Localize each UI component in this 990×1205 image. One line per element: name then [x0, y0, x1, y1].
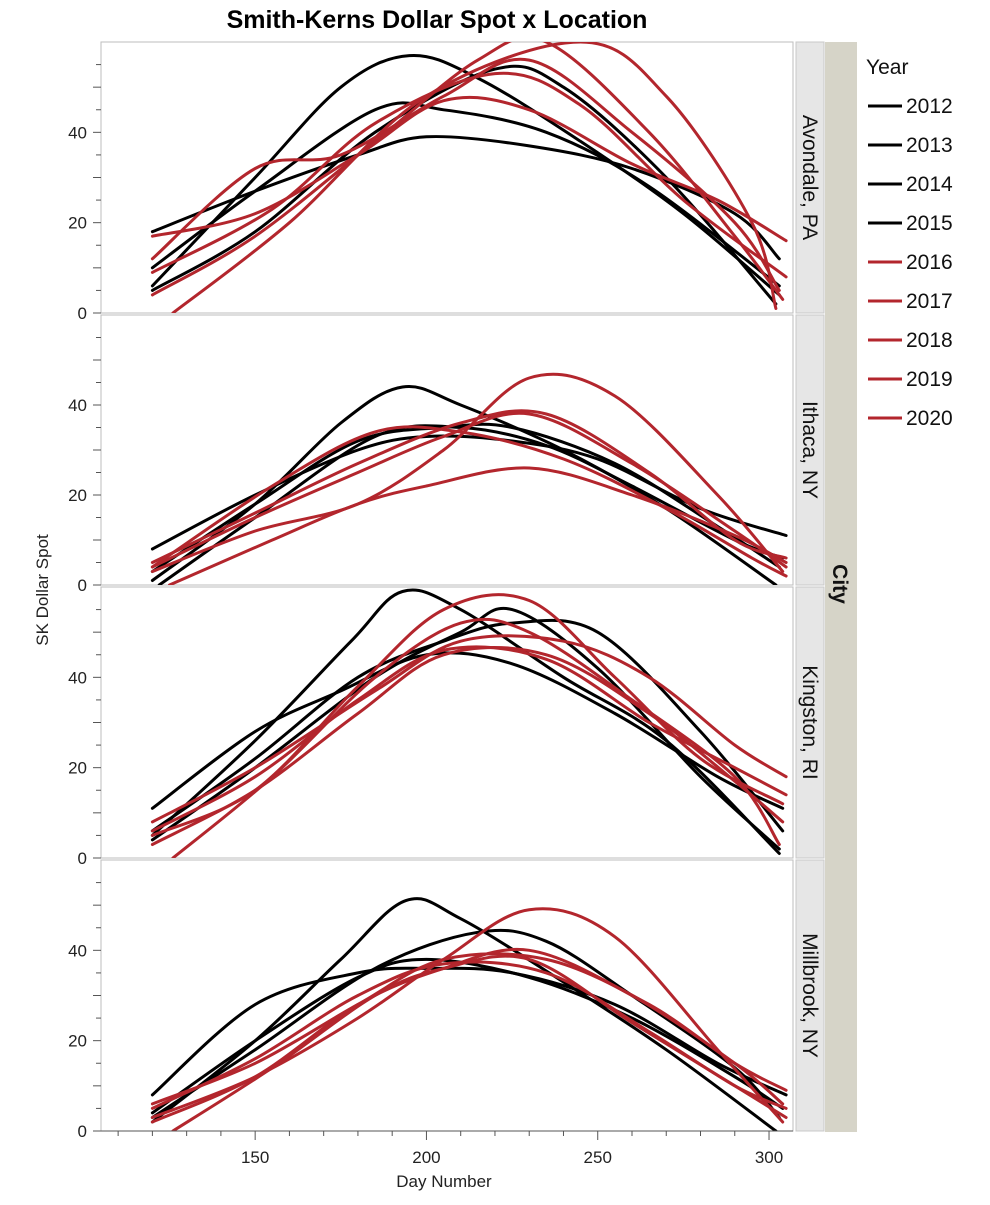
facet-series-group [150, 372, 788, 585]
chart-title: Smith-Kerns Dollar Spot x Location [227, 6, 648, 34]
city-strip-background [825, 42, 857, 1132]
y-tick-label: 40 [68, 123, 87, 142]
facet-label: Avondale, PA [798, 115, 821, 240]
x-axis-title: Day Number [396, 1172, 492, 1191]
y-tick-label: 0 [78, 576, 87, 595]
y-tick-label: 20 [68, 1032, 87, 1051]
series-line-2016 [150, 634, 788, 824]
series-line-2018 [150, 71, 788, 279]
facet-label: Kingston, RI [798, 665, 821, 779]
legend-label-2015: 2015 [906, 212, 953, 235]
facet-plot-area [100, 314, 794, 586]
series-line-2020 [171, 954, 788, 1131]
facet-panel: 0 20 40 Millbrook, NY [68, 859, 825, 1141]
x-tick-label: 250 [584, 1148, 612, 1167]
facet-series-group [150, 42, 788, 313]
legend-label-2012: 2012 [906, 95, 953, 118]
y-tick-label: 0 [78, 849, 87, 868]
facet-label: Ithaca, NY [798, 401, 821, 499]
series-line-2018 [150, 411, 788, 569]
city-group-strip: City [825, 42, 857, 1132]
series-line-2014 [150, 618, 785, 833]
series-line-2020 [171, 42, 778, 313]
legend-label-2018: 2018 [906, 329, 953, 352]
y-tick-label: 0 [78, 304, 87, 323]
facet-label: Millbrook, NY [798, 933, 821, 1058]
y-tick-label: 20 [68, 486, 87, 505]
x-tick-label: 300 [755, 1148, 783, 1167]
series-line-2020 [171, 617, 781, 858]
y-tick-label: 20 [68, 759, 87, 778]
facet-panel: 0 20 40 Avondale, PA [68, 41, 825, 323]
legend-label-2014: 2014 [906, 173, 953, 196]
y-axis-title: SK Dollar Spot [33, 534, 52, 646]
series-line-2014 [150, 422, 781, 573]
y-tick-label: 40 [68, 396, 87, 415]
facet-strip [795, 314, 825, 586]
series-line-2017 [150, 372, 785, 573]
series-line-2019 [150, 947, 785, 1124]
facet-strip [795, 586, 825, 859]
series-line-2012 [150, 651, 785, 810]
facet-strip [795, 859, 825, 1132]
legend-label-2017: 2017 [906, 290, 953, 313]
series-line-2016 [150, 409, 788, 564]
city-group-label: City [828, 564, 851, 604]
facet-strip [795, 41, 825, 314]
series-line-2017 [150, 57, 781, 292]
series-line-2019 [150, 425, 788, 578]
facet-series-group [150, 588, 788, 858]
series-line-2015 [150, 928, 781, 1119]
series-line-2020 [168, 466, 788, 585]
y-tick-label: 40 [68, 668, 87, 687]
series-line-2019 [150, 42, 785, 301]
legend-label-2016: 2016 [906, 251, 953, 274]
x-tick-label: 150 [241, 1148, 269, 1167]
legend-label-2013: 2013 [906, 134, 953, 157]
x-tick-label: 200 [412, 1148, 440, 1167]
facet-plot-area [100, 859, 794, 1132]
legend-title: Year [866, 56, 908, 79]
series-line-2012 [150, 966, 788, 1097]
legend-label-2020: 2020 [906, 407, 953, 430]
series-line-2013 [150, 53, 781, 297]
facet-panel: 0 20 40 Kingston, RI [68, 586, 825, 868]
legend-label-2019: 2019 [906, 368, 953, 391]
y-tick-label: 40 [68, 941, 87, 960]
legend: Year 2012 2013 2014 2015 2016 2017 2018 2019 202… [866, 56, 953, 430]
y-tick-label: 0 [78, 1122, 87, 1141]
series-line-2014 [150, 101, 781, 288]
facet-series-group [150, 897, 788, 1131]
facet-panel: 0 20 40 Ithaca, NY [68, 314, 825, 595]
y-tick-label: 20 [68, 214, 87, 233]
